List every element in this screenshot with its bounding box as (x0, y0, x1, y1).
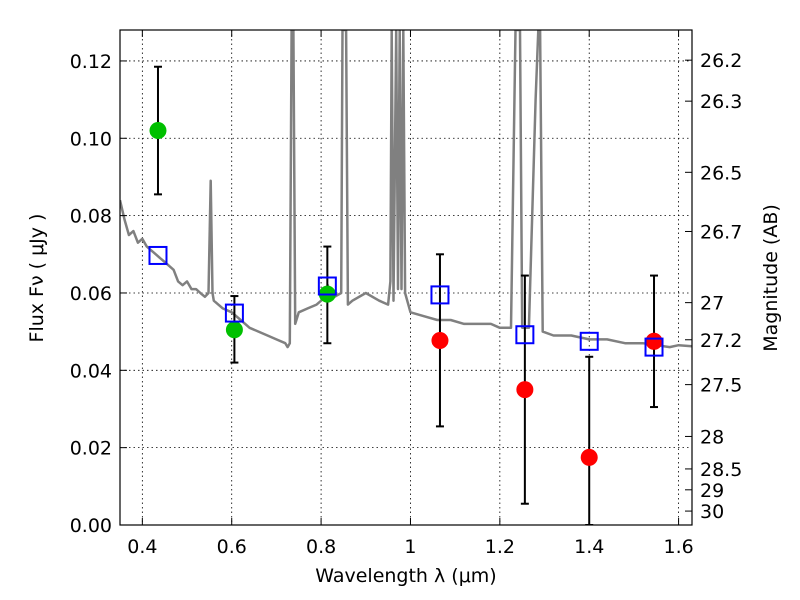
right-tick-label: 27 (700, 293, 724, 315)
x-axis-title: Wavelength λ (μm) (315, 565, 496, 587)
blue-square-point (430, 285, 450, 305)
y-tick-label: 0.00 (70, 515, 112, 537)
axis-ticks (120, 30, 692, 526)
red-circle-point (580, 448, 598, 466)
green-circle-point (225, 321, 243, 339)
right-tick-label: 28.5 (700, 459, 742, 481)
plot-frame (119, 29, 693, 526)
y-tick-label: 0.10 (70, 128, 112, 150)
right-tick-label: 29 (700, 480, 724, 502)
y-tick-label: 0.12 (70, 51, 112, 73)
x-tick-labels: 0.4 0.6 0.8 1 1.2 1.4 1.6 (127, 536, 693, 558)
x-tick-label: 1.2 (485, 536, 515, 558)
x-tick-label: 1.4 (574, 536, 604, 558)
model-spectrum-line (120, 30, 692, 349)
y-tick-labels: 0.00 0.02 0.04 0.06 0.08 0.10 0.12 (70, 51, 112, 537)
y-tick-label: 0.04 (70, 360, 112, 382)
right-axis-title: Magnitude (AB) (760, 204, 782, 352)
x-tick-label: 0.8 (306, 536, 336, 558)
blue-square-point (148, 245, 168, 265)
blue-square-point (644, 337, 664, 357)
blue-square-point (515, 325, 535, 345)
x-tick-label: 1 (404, 536, 416, 558)
y-tick-label: 0.02 (70, 438, 112, 460)
right-tick-label: 26.3 (700, 91, 742, 113)
red-circle-point (645, 332, 663, 350)
data-markers (148, 122, 664, 466)
blue-square-point (317, 276, 337, 296)
red-circle-point (431, 332, 449, 350)
right-tick-label: 30 (700, 501, 724, 523)
model-spectrum (120, 30, 692, 349)
grid-lines (120, 30, 692, 526)
right-tick-label: 26.5 (700, 162, 742, 184)
right-tick-label: 26.2 (700, 50, 742, 72)
y-axis-title: Flux Fν ( μJy ) (26, 214, 48, 343)
y-tick-label: 0.08 (70, 206, 112, 228)
right-tick-label: 26.7 (700, 221, 742, 243)
x-tick-label: 0.6 (217, 536, 247, 558)
right-tick-label: 28 (700, 426, 724, 448)
x-tick-label: 1.6 (663, 536, 693, 558)
x-tick-label: 0.4 (127, 536, 157, 558)
blue-square-point (224, 303, 244, 323)
right-tick-label: 27.2 (700, 330, 742, 352)
green-circle-point (149, 122, 167, 140)
blue-square-point (579, 331, 599, 351)
y-tick-label: 0.06 (70, 283, 112, 305)
red-circle-point (516, 381, 534, 399)
right-tick-label: 27.5 (700, 375, 742, 397)
